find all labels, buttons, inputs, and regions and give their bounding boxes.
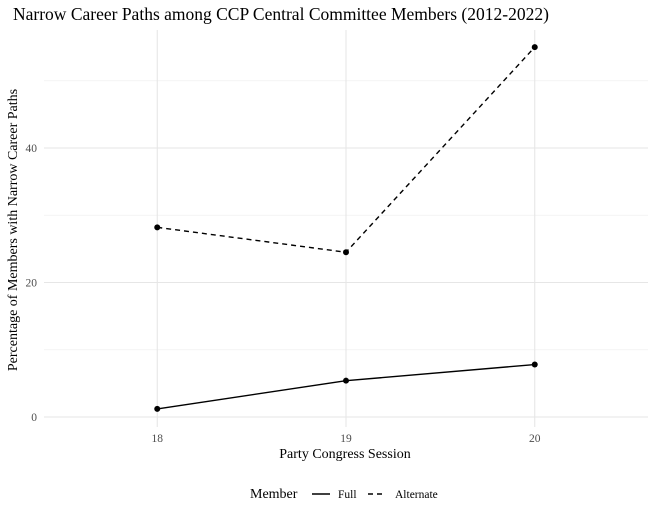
x-tick-label: 18	[152, 433, 164, 445]
tick-labels: 0 20 40 18 19 20	[26, 143, 541, 445]
x-tick-label: 20	[529, 433, 541, 445]
y-axis-label: Percentage of Members with Narrow Career…	[6, 89, 21, 371]
legend-label-alternate: Alternate	[395, 489, 438, 501]
chart-title: Narrow Career Paths among CCP Central Co…	[13, 4, 549, 24]
y-tick-label: 20	[26, 278, 38, 290]
data-point-alternate	[531, 44, 538, 51]
grid	[44, 30, 648, 427]
legend-title: Member	[250, 487, 298, 502]
series-layer	[154, 44, 538, 412]
y-tick-label: 40	[26, 143, 38, 155]
x-tick-label: 19	[340, 433, 352, 445]
data-point-full	[343, 377, 349, 384]
legend: Member Full Alternate	[250, 487, 438, 502]
data-point-full	[154, 405, 161, 412]
data-point-full	[531, 361, 538, 368]
data-point-alternate	[154, 224, 161, 231]
y-tick-label: 0	[31, 412, 37, 424]
data-point-alternate	[343, 249, 349, 256]
x-axis-label: Party Congress Session	[279, 447, 410, 462]
legend-label-full: Full	[338, 489, 357, 501]
